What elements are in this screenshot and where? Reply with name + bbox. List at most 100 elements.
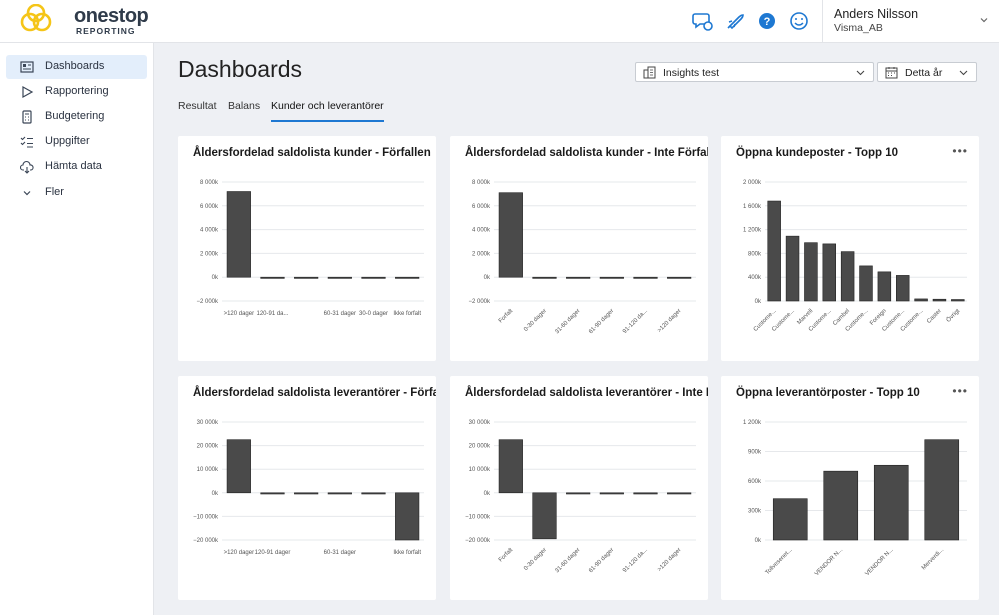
y-tick-label: −10 000k bbox=[465, 514, 491, 520]
y-tick-label: 0k bbox=[755, 538, 762, 544]
calculator-icon bbox=[22, 110, 32, 124]
chart-title: Åldersfordelad saldolista kunder - Inte … bbox=[465, 147, 708, 159]
chart-card-oppna-kundeposter: Öppna kundeposter - Topp 10 ••• 2 000k 1 … bbox=[721, 136, 979, 361]
y-tick-label: 800k bbox=[748, 251, 762, 257]
bar[interactable] bbox=[667, 276, 692, 279]
feedback-smiley-icon[interactable] bbox=[788, 10, 810, 32]
bar[interactable] bbox=[667, 492, 692, 495]
sidebar-item-label: Hämta data bbox=[45, 160, 102, 172]
bar[interactable] bbox=[599, 492, 624, 495]
logo-rings-icon bbox=[20, 3, 52, 32]
bar[interactable] bbox=[877, 271, 892, 302]
dashboard-select[interactable]: Insights test bbox=[635, 62, 874, 82]
chart-card-leverantorer-forfallen: Åldersfordelad saldolista leverantörer -… bbox=[178, 376, 436, 600]
x-tick-label: 120-91 da... bbox=[256, 311, 288, 317]
bar[interactable] bbox=[260, 492, 285, 495]
chart-title: Åldersfordelad saldolista leverantörer -… bbox=[193, 387, 436, 399]
bar[interactable] bbox=[294, 492, 319, 495]
sidebar: Dashboards Rapportering Budgetering Uppg… bbox=[0, 43, 154, 615]
bar[interactable] bbox=[785, 235, 800, 302]
bar[interactable] bbox=[327, 492, 352, 495]
bar[interactable] bbox=[294, 276, 319, 279]
bar[interactable] bbox=[566, 492, 591, 495]
bar[interactable] bbox=[498, 439, 523, 494]
sidebar-item-hamta-data[interactable]: Hämta data bbox=[6, 155, 147, 179]
bar[interactable] bbox=[932, 298, 947, 302]
y-tick-label: 2 000k bbox=[743, 180, 762, 186]
x-tick-label: Caster bbox=[926, 308, 943, 325]
x-tick-label: 30-0 dager bbox=[359, 311, 388, 317]
logo-wordmark: onestop bbox=[74, 5, 149, 27]
bar[interactable] bbox=[924, 439, 960, 541]
bar[interactable] bbox=[498, 192, 523, 278]
x-tick-label: Forfalt bbox=[498, 308, 515, 325]
x-tick-label: Ikke forfalt bbox=[393, 311, 421, 317]
bar[interactable] bbox=[395, 276, 420, 279]
bar[interactable] bbox=[772, 498, 808, 541]
user-menu[interactable]: Anders Nilsson Visma_AB bbox=[822, 0, 999, 43]
x-tick-label: 31-60 dager bbox=[554, 547, 581, 574]
x-tick-label: Merverdi... bbox=[921, 547, 946, 572]
help-icon[interactable]: ? bbox=[756, 10, 778, 32]
bar[interactable] bbox=[633, 276, 658, 279]
bar[interactable] bbox=[361, 492, 386, 495]
sidebar-item-fler[interactable]: Fler bbox=[6, 181, 147, 205]
period-select[interactable]: Detta år bbox=[877, 62, 977, 82]
chart-title: Öppna kundeposter - Topp 10 bbox=[736, 147, 899, 159]
bar[interactable] bbox=[633, 492, 658, 495]
checklist-icon bbox=[20, 136, 33, 148]
x-tick-label: Ikke forfalt bbox=[393, 550, 421, 556]
tab-resultat[interactable]: Resultat bbox=[178, 100, 217, 112]
bar[interactable] bbox=[767, 200, 781, 302]
card-menu-icon[interactable]: ••• bbox=[952, 384, 968, 398]
onestop-logo[interactable]: onestop REPORTING bbox=[20, 3, 149, 38]
y-tick-label: 4 000k bbox=[200, 228, 219, 234]
rocket-icon[interactable] bbox=[724, 10, 746, 32]
period-select-value: Detta år bbox=[905, 67, 943, 79]
play-icon bbox=[22, 85, 34, 99]
y-tick-label: 6 000k bbox=[200, 204, 219, 210]
bar[interactable] bbox=[395, 492, 420, 541]
sidebar-item-label: Budgetering bbox=[45, 110, 105, 122]
y-tick-label: 0k bbox=[212, 275, 219, 281]
tab-kunder-och-leverantorer[interactable]: Kunder och leverantörer bbox=[271, 100, 384, 122]
user-organization: Visma_AB bbox=[834, 22, 883, 34]
bar[interactable] bbox=[260, 276, 285, 279]
bar[interactable] bbox=[327, 276, 352, 279]
bar[interactable] bbox=[896, 275, 910, 302]
bar[interactable] bbox=[599, 276, 624, 279]
sidebar-item-rapportering[interactable]: Rapportering bbox=[6, 80, 147, 104]
x-tick-label: VENDOR N... bbox=[864, 547, 894, 577]
page-title: Dashboards bbox=[178, 56, 303, 82]
sidebar-item-uppgifter[interactable]: Uppgifter bbox=[6, 130, 147, 154]
card-menu-icon[interactable]: ••• bbox=[952, 144, 968, 158]
x-tick-label: Marvell bbox=[796, 308, 814, 326]
sidebar-item-label: Uppgifter bbox=[45, 135, 90, 147]
sidebar-item-budgetering[interactable]: Budgetering bbox=[6, 105, 147, 129]
chart-card-oppna-leverantorposter: Öppna leverantörposter - Topp 10 ••• 1 2… bbox=[721, 376, 979, 600]
building-icon bbox=[643, 66, 656, 79]
chevron-down-icon bbox=[23, 191, 31, 196]
bar[interactable] bbox=[532, 492, 557, 540]
bar[interactable] bbox=[873, 464, 909, 541]
x-tick-label: 120-91 dager bbox=[255, 550, 291, 556]
y-tick-label: 900k bbox=[748, 450, 762, 456]
x-tick-label: 61-90 dager bbox=[588, 547, 615, 574]
bar[interactable] bbox=[566, 276, 591, 279]
bar[interactable] bbox=[532, 276, 557, 279]
sidebar-item-dashboards[interactable]: Dashboards bbox=[6, 55, 147, 79]
bar[interactable] bbox=[823, 470, 859, 541]
bar[interactable] bbox=[226, 439, 251, 494]
chart-card-kunder-forfallen: Åldersfordelad saldolista kunder - Förfa… bbox=[178, 136, 436, 361]
chat-icon[interactable] bbox=[692, 10, 714, 32]
bar[interactable] bbox=[361, 276, 386, 279]
bar[interactable] bbox=[951, 299, 965, 302]
bar[interactable] bbox=[226, 191, 251, 278]
bar[interactable] bbox=[804, 242, 818, 302]
bar[interactable] bbox=[914, 298, 928, 302]
bar[interactable] bbox=[822, 243, 836, 302]
tab-balans[interactable]: Balans bbox=[228, 100, 261, 112]
y-tick-label: 8 000k bbox=[472, 180, 491, 186]
bar[interactable] bbox=[840, 251, 855, 302]
bar[interactable] bbox=[859, 265, 873, 302]
